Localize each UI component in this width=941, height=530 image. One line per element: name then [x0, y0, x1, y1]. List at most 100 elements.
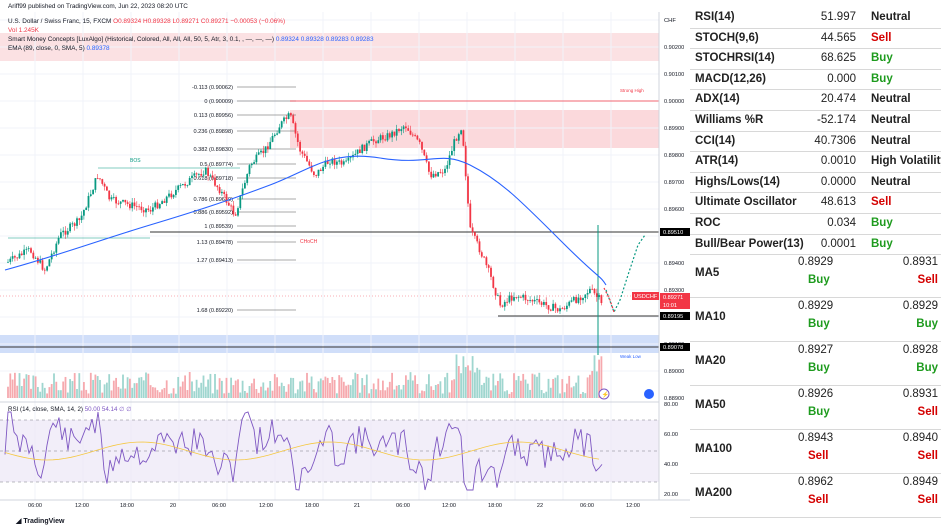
volume-bar: [531, 373, 534, 398]
candle-body: [253, 162, 255, 164]
candle-body: [586, 293, 589, 295]
candle-body: [214, 177, 216, 186]
volume-bar: [584, 393, 587, 398]
price-label-bg: [660, 228, 690, 236]
candle-body: [391, 131, 393, 138]
volume-bar: [499, 373, 502, 398]
ema-indicator-label[interactable]: EMA (89, close, 0, SMA, 5) 0.89378: [8, 45, 110, 53]
volume-bar: [301, 380, 304, 398]
indicator-value: 0.0000: [820, 175, 856, 188]
chart-canvas[interactable]: -0.113 (0.90062) 0 (0.90009) 0.113 (0.8995…: [0, 0, 690, 530]
volume-bar: [416, 383, 419, 398]
volume-bar: [244, 390, 246, 398]
volume-bar: [492, 373, 495, 398]
time-tick: 18:00: [305, 503, 319, 509]
choch-tag: CHoCH: [300, 239, 318, 245]
candle-body: [209, 175, 212, 177]
candle-body: [99, 178, 101, 180]
candle-body: [18, 253, 21, 259]
volume-bar: [490, 390, 492, 398]
volume-bar: [308, 382, 311, 398]
volume-bar: [359, 392, 361, 398]
volume-bar: [324, 376, 327, 398]
candle-body: [434, 173, 437, 177]
volume-bar: [398, 385, 400, 398]
volume-bar: [446, 372, 449, 398]
volume-bar: [299, 381, 301, 398]
candle-body: [582, 297, 584, 301]
candle-body: [393, 131, 396, 136]
ma-name: MA10: [695, 311, 726, 323]
time-tick: 06:00: [212, 503, 226, 509]
volume-bar: [345, 385, 347, 398]
candle-body: [439, 172, 442, 173]
volume-bar: [273, 374, 276, 398]
volume-bar: [292, 377, 295, 398]
candle-body: [278, 127, 281, 134]
volume-bar: [280, 382, 283, 398]
candle-body: [246, 174, 249, 183]
indicator-name: ATR(14): [695, 155, 739, 168]
fib-level-label: 0.786 (0.89639): [194, 197, 234, 203]
candle-body: [179, 185, 182, 186]
candle-body: [290, 113, 292, 116]
candle-body: [198, 174, 200, 175]
candle-body: [89, 194, 92, 196]
fib-level-label: 0.5 (0.89774): [200, 162, 233, 168]
volume-bar: [30, 388, 32, 398]
rsi-pane-label[interactable]: RSI (14, close, SMA, 14, 2) 50.00 54.14 …: [8, 406, 132, 413]
volume-bar: [27, 374, 30, 398]
volume-bar: [464, 367, 467, 398]
candle-body: [402, 126, 405, 130]
candle-body: [529, 300, 531, 301]
candle-body: [423, 149, 426, 156]
projection-path-down: [603, 287, 615, 313]
candle-body: [591, 288, 594, 290]
candle-body: [342, 161, 345, 165]
candle-body: [329, 163, 331, 165]
candle-body: [71, 223, 74, 225]
candle-body: [478, 241, 481, 253]
volume-bar: [595, 371, 598, 398]
candle-body: [108, 190, 111, 200]
indicator-action: Neutral: [871, 134, 911, 147]
candle-body: [283, 117, 285, 122]
volume-bar: [278, 386, 281, 398]
candle-body: [64, 230, 67, 235]
indicator-name: STOCH(9,6): [695, 31, 759, 44]
candle-body: [584, 294, 587, 298]
candle-body: [149, 210, 152, 212]
smc-indicator-label[interactable]: Smart Money Concepts [LuxAlgo] (Historic…: [8, 36, 374, 44]
symbol-name[interactable]: U.S. Dollar / Swiss Franc, 15, FXCM: [8, 18, 112, 25]
candle-body: [441, 172, 444, 174]
volume-bar: [218, 378, 221, 398]
volume-bar: [333, 379, 336, 398]
volume-bar: [184, 375, 186, 398]
ma-name: MA50: [695, 399, 726, 411]
volume-bar: [448, 392, 451, 398]
volume-bar: [529, 389, 531, 398]
volume-bar: [407, 379, 410, 398]
candle-body: [85, 207, 88, 211]
moving-average-row: MA50 0.8926 Buy 0.8931 Sell: [690, 386, 941, 430]
volume-bar: [131, 387, 134, 398]
tradingview-chart[interactable]: -0.113 (0.90062) 0 (0.90009) 0.113 (0.8995…: [0, 0, 690, 530]
indicator-name: Highs/Lows(14): [695, 175, 780, 188]
candle-body: [165, 196, 168, 203]
volume-bar: [50, 384, 53, 398]
volume-bar: [76, 388, 78, 398]
volume-bar: [64, 376, 67, 398]
candle-body: [257, 152, 260, 155]
candle-body: [103, 183, 106, 187]
candle-body: [531, 300, 534, 302]
candle-body: [559, 308, 561, 312]
volume-bar: [269, 381, 272, 398]
rsi-tick: 60.00: [664, 432, 678, 438]
volume-bar: [126, 377, 129, 398]
candle-body: [480, 252, 483, 257]
volume-bar: [253, 378, 255, 398]
candle-body: [66, 231, 69, 235]
volume-bar: [497, 380, 499, 398]
volume-bar: [421, 390, 423, 398]
candle-body: [340, 160, 343, 165]
